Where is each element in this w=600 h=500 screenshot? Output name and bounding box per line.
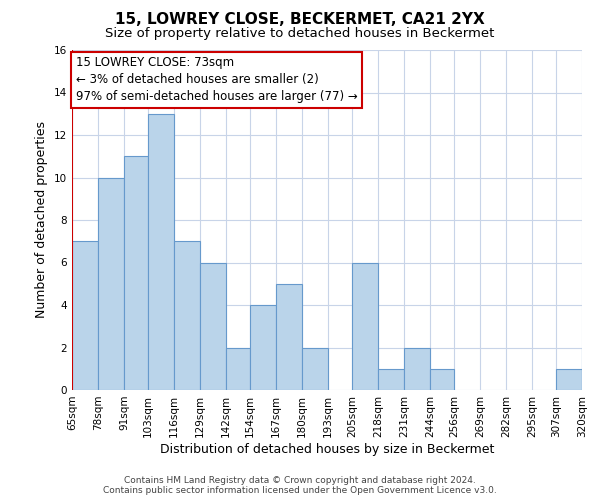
Bar xyxy=(582,348,600,390)
Bar xyxy=(276,284,302,390)
Text: Size of property relative to detached houses in Beckermet: Size of property relative to detached ho… xyxy=(106,28,494,40)
Bar xyxy=(200,262,226,390)
Bar xyxy=(378,369,404,390)
Bar xyxy=(226,348,250,390)
Bar xyxy=(124,156,148,390)
Bar xyxy=(352,262,378,390)
Bar xyxy=(302,348,328,390)
Bar xyxy=(430,369,454,390)
Y-axis label: Number of detached properties: Number of detached properties xyxy=(35,122,49,318)
X-axis label: Distribution of detached houses by size in Beckermet: Distribution of detached houses by size … xyxy=(160,442,494,456)
Bar xyxy=(148,114,174,390)
Bar xyxy=(556,369,582,390)
Bar xyxy=(174,242,200,390)
Bar xyxy=(98,178,124,390)
Text: Contains HM Land Registry data © Crown copyright and database right 2024.
Contai: Contains HM Land Registry data © Crown c… xyxy=(103,476,497,495)
Bar xyxy=(72,242,98,390)
Bar xyxy=(404,348,430,390)
Bar xyxy=(250,305,276,390)
Text: 15, LOWREY CLOSE, BECKERMET, CA21 2YX: 15, LOWREY CLOSE, BECKERMET, CA21 2YX xyxy=(115,12,485,28)
Text: 15 LOWREY CLOSE: 73sqm
← 3% of detached houses are smaller (2)
97% of semi-detac: 15 LOWREY CLOSE: 73sqm ← 3% of detached … xyxy=(76,56,358,104)
